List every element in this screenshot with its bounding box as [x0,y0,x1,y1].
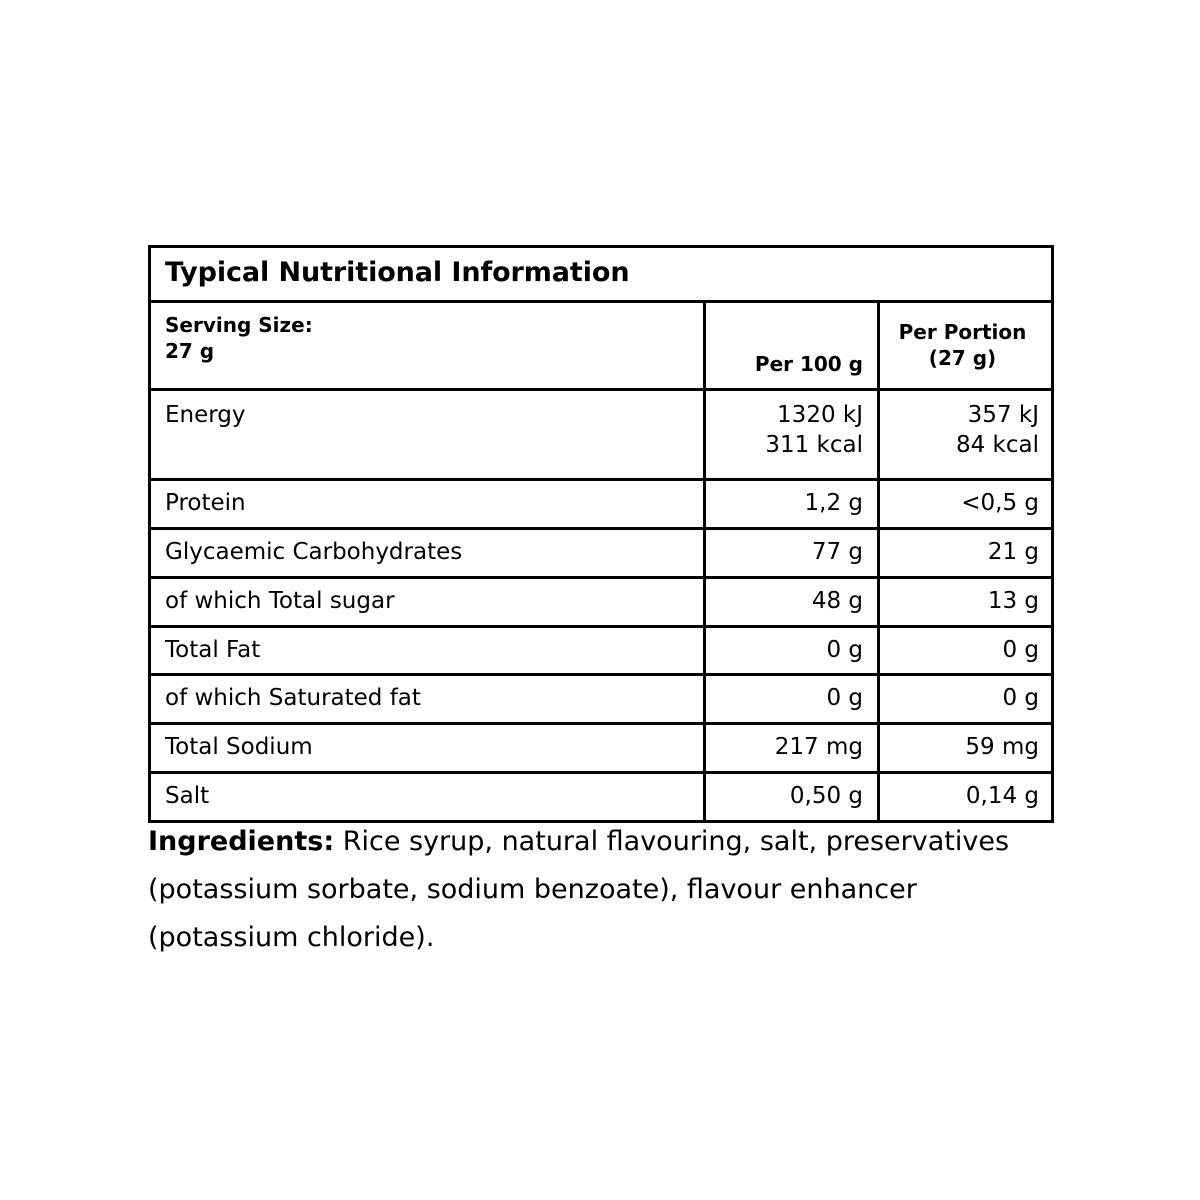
nutrient-per-portion: <0,5 g [961,489,1039,516]
table-row: Total Fat 0 g 0 g [151,627,1051,677]
nutrient-per-100g: 1,2 g [706,480,880,527]
column-header-per-portion: Per Portion (27 g) [880,303,1051,388]
nutrient-per-portion: 0 g [1002,685,1039,712]
table-row: Total Sodium 217 mg 59 mg [151,725,1051,775]
ingredients-label: Ingredients: [148,826,335,857]
nutrition-table: Typical Nutritional Information Serving … [148,245,1054,824]
table-row: of which Saturated fat 0 g 0 g [151,676,1051,726]
ingredients-text: Rice syrup, natural flavouring, salt, pr… [148,826,1010,954]
ingredients-section: Ingredients: Rice syrup, natural flavour… [148,818,1068,962]
column-header-per-100g: Per 100 g [706,302,880,388]
nutrient-per-100g: 0,50 g [706,774,880,821]
nutrient-name: Glycaemic Carbohydrates [151,529,706,576]
nutrient-name: of which Saturated fat [151,676,706,723]
table-row: of which Total sugar 48 g 13 g [151,578,1051,628]
serving-size-value: 27 g [165,339,215,364]
serving-size-label: Serving Size: [165,312,313,337]
nutrient-per-portion: 13 g [987,587,1039,614]
table-title-row: Typical Nutritional Information [151,248,1051,303]
nutrient-per-portion: 21 g [987,538,1039,565]
table-header-row: Serving Size: 27 g Per 100 g Per Portion… [151,302,1051,391]
nutrient-per-portion: 357 kJ 84 kcal [955,401,1039,458]
nutrient-per-100g: 1320 kJ 311 kcal [706,390,880,478]
nutrient-per-portion: 0,14 g [965,783,1039,810]
nutrient-name: Total Sodium [151,725,706,772]
nutrient-name: Salt [151,774,706,821]
serving-size-cell: Serving Size: 27 g [151,302,706,388]
table-row: Glycaemic Carbohydrates 77 g 21 g [151,529,1051,579]
nutrient-per-portion: 59 mg [965,734,1039,761]
per-portion-line2: (27 g) [928,346,997,371]
page-title: Typical Nutritional Information [165,257,630,288]
nutrient-name: Protein [151,480,706,527]
nutrient-per-100g: 0 g [706,676,880,723]
nutrient-per-portion: 0 g [1002,636,1039,663]
nutrient-name: of which Total sugar [151,578,706,625]
table-row: Energy 1320 kJ 311 kcal 357 kJ 84 kcal [151,390,1051,481]
nutrient-name: Total Fat [151,627,706,674]
nutrient-per-100g: 0 g [706,627,880,674]
table-row: Salt 0,50 g 0,14 g [151,774,1051,821]
per-portion-line1: Per Portion [898,319,1027,344]
nutrient-per-100g: 48 g [706,578,880,625]
table-row: Protein 1,2 g <0,5 g [151,480,1051,530]
nutrient-per-100g: 77 g [706,529,880,576]
nutrient-per-100g: 217 mg [706,725,880,772]
nutrient-name: Energy [151,390,706,478]
